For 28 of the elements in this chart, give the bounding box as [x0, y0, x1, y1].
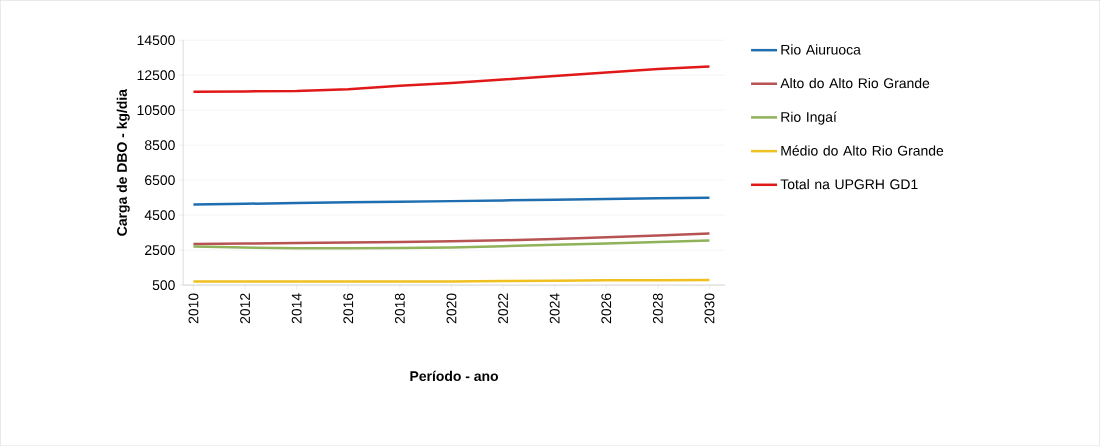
line-series [192, 196, 711, 206]
x-tick-label: 2020 [446, 293, 457, 324]
legend-label: Rio Aiuruoca [781, 44, 861, 55]
y-axis-title: Carga de DBO - kg/dia [116, 88, 130, 236]
x-tick-label: 2010 [188, 293, 199, 324]
legend-label: Alto do Alto Rio Grande [780, 77, 930, 89]
x-axis-title: Período - ano [410, 370, 499, 381]
x-tick-label: 2030 [704, 293, 715, 324]
legend-label: Total na UPGRH GD1 [780, 178, 918, 190]
x-tick-label: 2028 [652, 293, 663, 324]
y-tick-label: 2500 [145, 245, 175, 255]
y-tick-label: 4500 [144, 210, 175, 220]
x-tick-label: 2016 [343, 293, 354, 324]
x-tick-label: 2022 [498, 293, 508, 324]
x-tick-label: 2026 [601, 293, 612, 324]
x-tick-label: 2018 [394, 293, 405, 324]
y-tick-label: 12500 [137, 70, 175, 80]
x-tick-label: 2024 [549, 293, 560, 324]
y-tick-label: 500 [152, 280, 175, 290]
y-tick-label: 8500 [144, 140, 175, 150]
y-tick-label: 14500 [137, 35, 175, 46]
x-tick-label: 2012 [240, 293, 250, 324]
y-tick-label: 6500 [145, 175, 175, 185]
y-tick-label: 10500 [137, 105, 175, 115]
legend-label: Médio do Alto Rio Grande [781, 145, 944, 156]
x-tick-label: 2014 [291, 293, 302, 324]
line-series [192, 232, 711, 246]
legend-label: Rio Ingaí [781, 111, 837, 125]
